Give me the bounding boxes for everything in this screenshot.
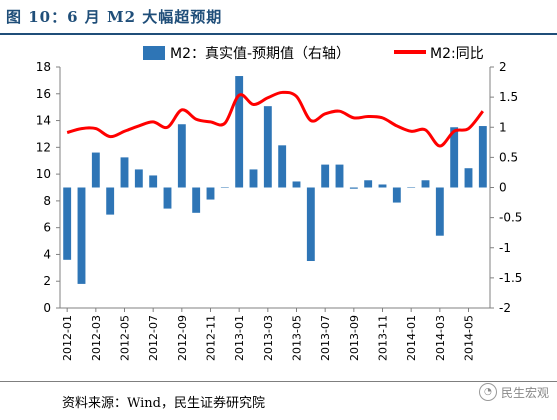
legend-bar-label: M2：真实值-预期值（右轴） [170, 46, 350, 62]
x-tick-label: 2012-03 [90, 315, 103, 361]
left-tick-label: 0 [43, 301, 51, 315]
bar [321, 164, 330, 188]
bar [192, 187, 201, 213]
bar [163, 187, 172, 209]
series-line-m2-yoy [66, 90, 485, 148]
right-tick-label: 2 [499, 60, 507, 74]
bar [106, 187, 115, 215]
bar [63, 187, 72, 260]
right-tick-label: 0 [499, 181, 507, 195]
left-tick-label: 10 [36, 167, 51, 181]
bar [235, 76, 244, 188]
bar [435, 187, 444, 236]
x-tick-label: 2012-11 [205, 315, 218, 361]
right-tick-label: -1.5 [499, 271, 522, 285]
x-tick-label: 2013-05 [291, 315, 304, 361]
bar [464, 168, 473, 188]
x-tick-label: 2012-01 [61, 315, 74, 361]
right-tick-label: 1 [499, 120, 507, 134]
x-tick-label: 2013-01 [233, 315, 246, 361]
bar [77, 187, 86, 284]
source-note: 资料来源：Wind，民生证券研究院 [62, 396, 265, 411]
watermark: ◔ 民生宏观 [478, 383, 549, 401]
combo-chart: 0 2 4 6 8 10 12 14 16 18 -2 -1.5 -1 -0.5 0 0.5 1 1.5 2 2012… [36, 46, 522, 361]
bar [335, 164, 344, 188]
figure-header: 图 10：6 月 M2 大幅超预期 [0, 0, 557, 35]
right-tick-label: 1.5 [499, 90, 518, 104]
title-divider [0, 33, 557, 35]
bar [306, 187, 315, 262]
bar [349, 187, 358, 189]
legend-line-label: M2:同比 [430, 46, 484, 62]
bar [407, 187, 416, 188]
left-tick-label: 14 [36, 114, 51, 128]
x-tick-label: 2012-07 [147, 315, 160, 361]
left-tick-label: 8 [43, 194, 51, 208]
left-tick-label: 2 [43, 274, 51, 288]
x-tick-label: 2013-03 [262, 315, 275, 361]
left-tick-label: 12 [36, 140, 51, 154]
bar [450, 127, 459, 188]
bar [91, 152, 100, 188]
bar [134, 169, 143, 188]
left-tick-label: 18 [36, 60, 51, 74]
bar [206, 187, 215, 200]
x-tick-label: 2014-05 [463, 315, 476, 361]
bar [392, 187, 401, 203]
bar [364, 180, 373, 188]
bar [177, 124, 186, 188]
bar [478, 126, 487, 188]
bar [278, 145, 287, 188]
left-tick-label: 6 [43, 221, 51, 235]
right-tick-label: -0.5 [499, 211, 522, 225]
watermark-text: 民生宏观 [500, 385, 549, 400]
right-tick-label: -2 [499, 301, 511, 315]
figure-title: 图 10：6 月 M2 大幅超预期 [6, 8, 223, 26]
x-tick-label: 2012-05 [119, 315, 132, 361]
bar [220, 187, 229, 188]
bar [421, 180, 430, 188]
bar [378, 184, 387, 188]
right-tick-label: -1 [499, 241, 511, 255]
x-tick-label: 2013-07 [319, 315, 332, 361]
x-tick-label: 2013-09 [348, 315, 361, 361]
x-tick-label: 2014-01 [405, 315, 418, 361]
left-tick-label: 4 [43, 247, 51, 261]
bar [249, 169, 258, 188]
x-tick-label: 2014-03 [434, 315, 447, 361]
source-divider [0, 381, 557, 382]
x-tick-label: 2013-11 [377, 315, 390, 361]
legend-bar-swatch [143, 46, 165, 60]
x-tick-label: 2012-09 [176, 315, 189, 361]
bar [292, 181, 301, 188]
bar [120, 157, 129, 188]
bar [149, 175, 158, 188]
bar [263, 106, 272, 188]
left-tick-label: 16 [36, 87, 51, 101]
wechat-icon: ◔ [478, 383, 497, 401]
right-tick-label: 0.5 [499, 150, 518, 164]
